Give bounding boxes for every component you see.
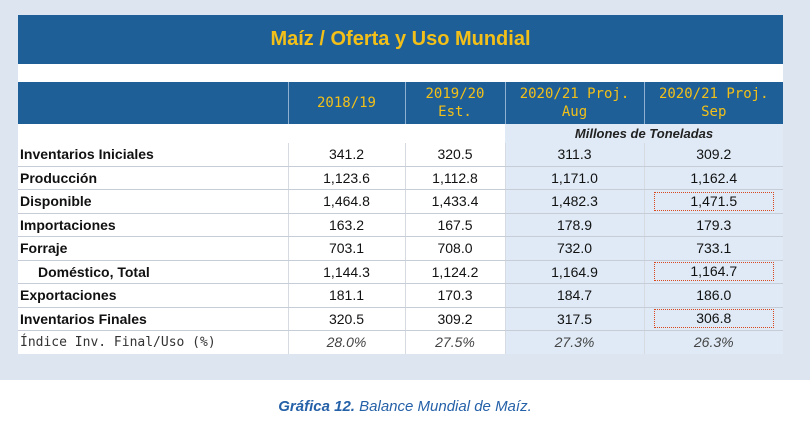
header-2019-20: 2019/20 Est. <box>404 82 505 124</box>
table-cell: 26.3% <box>643 330 783 354</box>
table-cell: 1,482.3 <box>504 189 644 214</box>
row-label: Disponible <box>18 189 288 214</box>
table-cell: 1,124.2 <box>404 260 505 284</box>
supply-use-table: 2018/19 2019/20 Est. 2020/21 Proj. Aug 202… <box>18 82 783 354</box>
table-cell: 317.5 <box>504 307 644 331</box>
row-label: Producción <box>18 166 288 190</box>
table-cell: 167.5 <box>404 213 505 237</box>
table-row: Doméstico, Total 1,144.3 1,124.2 1,164.9 1,1… <box>18 260 783 284</box>
table-row: Producción 1,123.6 1,112.8 1,171.0 1,162.4 <box>18 166 783 190</box>
table-title: Maíz / Oferta y Uso Mundial <box>18 15 783 64</box>
balance-table: Maíz / Oferta y Uso Mundial 2018/19 2019… <box>18 15 783 354</box>
table-cell: 703.1 <box>287 236 405 261</box>
table-cell: 27.5% <box>404 330 505 354</box>
caption-label: Gráfica 12. <box>278 398 355 415</box>
table-cell: 732.0 <box>504 236 644 261</box>
figure-panel: Maíz / Oferta y Uso Mundial 2018/19 2019… <box>0 0 810 380</box>
table-cell: 1,471.5 <box>643 189 783 214</box>
header-2018-19: 2018/19 <box>287 82 405 124</box>
table-cell: 309.2 <box>404 307 505 331</box>
figure-caption: Gráfica 12. Balance Mundial de Maíz. <box>0 398 810 415</box>
header-blank <box>18 82 288 124</box>
row-label: Exportaciones <box>18 283 288 308</box>
header-row: 2018/19 2019/20 Est. 2020/21 Proj. Aug 202… <box>18 82 783 124</box>
row-label: Forraje <box>18 236 288 261</box>
table-cell: 311.3 <box>504 143 644 167</box>
header-2020-21-sep: 2020/21 Proj. Sep <box>643 82 783 124</box>
table-cell: 1,433.4 <box>404 189 505 214</box>
table-cell: 170.3 <box>404 283 505 308</box>
table-cell: 309.2 <box>643 143 783 167</box>
row-label: Índice Inv. Final/Uso (%) <box>20 334 216 350</box>
table-row: Forraje 703.1 708.0 732.0 733.1 <box>18 236 783 261</box>
table-cell: 1,171.0 <box>504 166 644 190</box>
row-label: Inventarios Iniciales <box>18 143 288 167</box>
row-label: Inventarios Finales <box>18 307 288 331</box>
table-cell: 181.1 <box>287 283 405 308</box>
table-cell: 184.7 <box>504 283 644 308</box>
table-cell: 320.5 <box>287 307 405 331</box>
units-row: Millones de Toneladas <box>18 124 783 143</box>
table-row: Inventarios Iniciales 341.2 320.5 311.3 309.… <box>18 143 783 167</box>
table-cell: 306.8 <box>643 307 783 331</box>
table-cell: 341.2 <box>287 143 405 167</box>
table-cell: 163.2 <box>287 213 405 237</box>
header-2020-21-aug: 2020/21 Proj. Aug <box>504 82 644 124</box>
table-cell: 28.0% <box>287 330 405 354</box>
table-cell: 708.0 <box>404 236 505 261</box>
table-row: Disponible 1,464.8 1,433.4 1,482.3 1,471.5 <box>18 189 783 214</box>
table-cell: 179.3 <box>643 213 783 237</box>
table-cell: 733.1 <box>643 236 783 261</box>
table-row: Importaciones 163.2 167.5 178.9 179.3 <box>18 213 783 237</box>
table-cell: 1,112.8 <box>404 166 505 190</box>
table-row: Inventarios Finales 320.5 309.2 317.5 306.8 <box>18 307 783 331</box>
highlighted-value: 1,164.7 <box>653 262 774 282</box>
table-row: Exportaciones 181.1 170.3 184.7 186.0 <box>18 283 783 308</box>
table-cell: 186.0 <box>643 283 783 308</box>
table-cell: 1,164.9 <box>504 260 644 284</box>
table-cell: 1,123.6 <box>287 166 405 190</box>
table-cell: 27.3% <box>504 330 644 354</box>
table-cell: 1,464.8 <box>287 189 405 214</box>
row-label: Doméstico, Total <box>18 260 288 284</box>
table-row: Índice Inv. Final/Uso (%) 28.0% 27.5% 27.3%… <box>18 330 783 354</box>
highlighted-value: 1,471.5 <box>653 191 774 211</box>
table-cell: 1,164.7 <box>643 260 783 284</box>
table-cell: 1,144.3 <box>287 260 405 284</box>
table-cell: 320.5 <box>404 143 505 167</box>
units-label: Millones de Toneladas <box>505 124 783 143</box>
row-label: Importaciones <box>18 213 288 237</box>
table-cell: 1,162.4 <box>643 166 783 190</box>
caption-text: Balance Mundial de Maíz. <box>359 398 532 415</box>
table-cell: 178.9 <box>504 213 644 237</box>
highlighted-value: 306.8 <box>653 309 774 329</box>
